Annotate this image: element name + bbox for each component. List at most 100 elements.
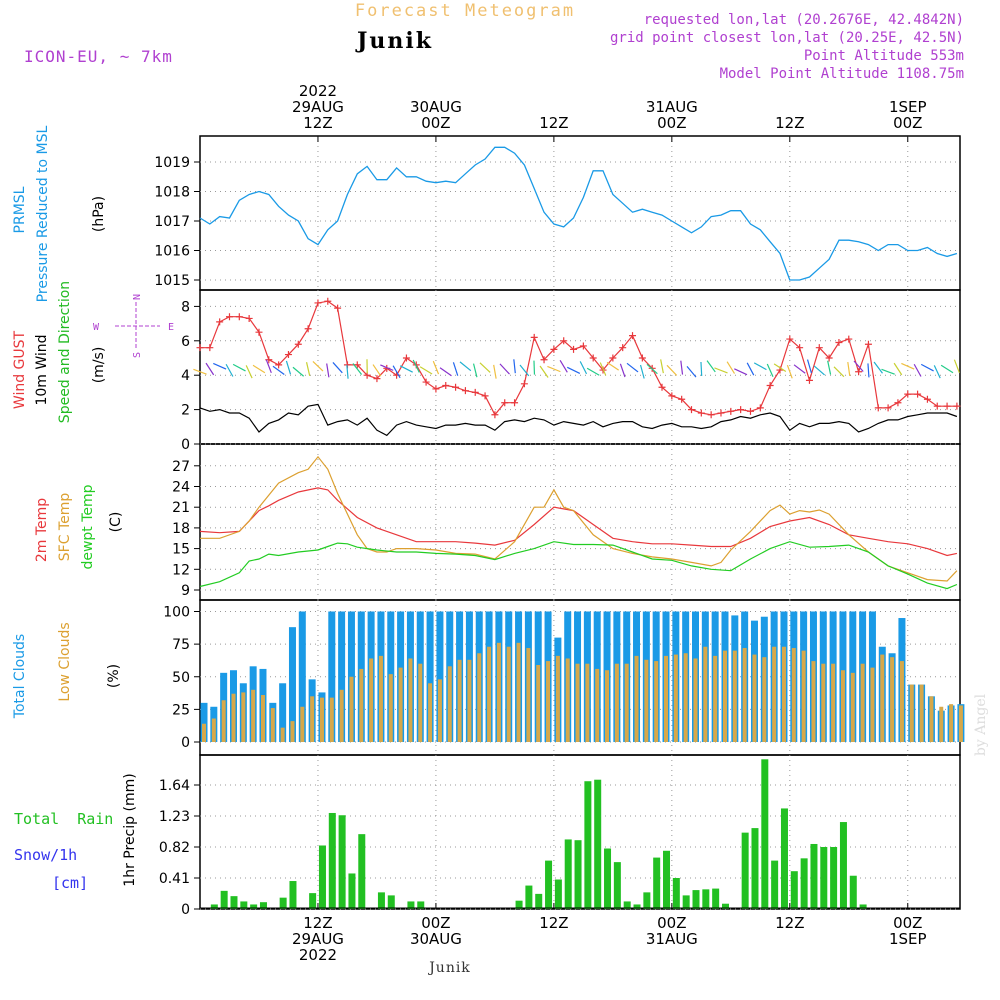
wind-direction-arrow [559, 359, 568, 373]
gust-point [530, 333, 538, 341]
wind-direction-arrow [619, 363, 626, 378]
requested-coords: requested lon,lat (20.2676E, 42.4842N) [644, 12, 964, 28]
gust-point [579, 342, 587, 350]
low-cloud-bar [899, 661, 904, 742]
top-time-label: 00Z [893, 114, 922, 132]
wind-direction-arrow [953, 359, 960, 374]
gust-point [629, 332, 637, 340]
gust-point [245, 314, 253, 322]
gust-point [943, 402, 951, 410]
precip-ytick-label: 0 [181, 902, 190, 918]
wind-direction-arrow [352, 363, 363, 375]
temp2m-line [199, 487, 958, 557]
precip-bar [820, 847, 828, 909]
gust-point [638, 354, 646, 362]
gust-point [353, 361, 361, 369]
precip-bar [849, 875, 857, 909]
wind-direction-arrow [626, 362, 639, 373]
pressure-ytick-label: 1016 [154, 244, 190, 260]
wind-direction-arrow [827, 360, 832, 375]
low-cloud-bar [369, 658, 374, 742]
low-cloud-bar [909, 684, 914, 742]
wind-direction-arrow [332, 362, 343, 374]
precip-bar [761, 759, 769, 909]
gust-point [619, 344, 627, 352]
low-cloud-bar [811, 661, 816, 742]
total-cloud-bar [200, 702, 208, 742]
low-cloud-bar [329, 697, 334, 742]
precip-bar [672, 878, 680, 909]
wind-direction-arrow [372, 364, 382, 377]
low-cloud-bar [742, 648, 747, 742]
low-cloud-bar [831, 663, 836, 742]
wind-direction-arrow [225, 363, 234, 377]
gust-point [796, 344, 804, 352]
data-marks [193, 146, 965, 909]
precip-bar [682, 895, 690, 909]
low-cloud-bar [673, 654, 678, 742]
low-cloud-bar [270, 708, 275, 742]
precip-bar [574, 840, 582, 909]
temperature-ytick-label: 15 [172, 542, 190, 558]
pressure-line [199, 146, 958, 281]
precip-bar [387, 895, 395, 909]
point-altitude: Point Altitude 553m [804, 48, 964, 64]
top-time-label: 12Z [539, 114, 568, 132]
wind-direction-arrow [901, 362, 915, 370]
wind-direction-arrow [399, 365, 413, 373]
gust-point [874, 404, 882, 412]
precip-bar [407, 901, 415, 909]
temperature-ytick-label: 18 [172, 521, 190, 537]
total-cloud-bar [338, 611, 346, 742]
wind-direction-arrow [873, 361, 883, 374]
precip-bar [702, 889, 710, 909]
gust-point [668, 392, 676, 400]
cloud-unit: (%) [106, 664, 122, 688]
compass-rose: W E N S [93, 294, 174, 358]
wind-ytick-label: 6 [181, 334, 190, 350]
wind-direction-arrow [193, 368, 207, 375]
wind-direction-arrow [459, 361, 472, 372]
total-cloud-label: Total Clouds [12, 634, 28, 719]
wind-gust-label: Wind GUST [12, 330, 28, 409]
wind-direction-arrow [726, 361, 736, 374]
wind-direction-arrow [700, 361, 703, 377]
wind-direction-arrow [392, 365, 401, 379]
wind-direction-arrow [660, 359, 664, 374]
low-cloud-bar [772, 646, 777, 742]
gust-point [737, 406, 745, 414]
low-cloud-bar [565, 658, 570, 742]
low-cloud-bar [418, 663, 423, 742]
wind-direction-arrow [539, 365, 549, 378]
wind-direction-arrow [773, 363, 787, 372]
low-cloud-bar [378, 655, 383, 742]
precip-bar [859, 904, 867, 909]
gust-point [953, 402, 961, 410]
gust-point [658, 383, 666, 391]
wind-direction-arrow [412, 359, 420, 373]
precip-bar [525, 885, 533, 909]
gust-point [481, 392, 489, 400]
gust-point [422, 378, 430, 386]
gust-line [200, 300, 957, 416]
gust-point [255, 328, 263, 336]
gust-point [845, 335, 853, 343]
pressure-ytick-label: 1015 [154, 273, 190, 289]
low-cloud-bar [487, 646, 492, 742]
clouds-ytick-label: 100 [163, 605, 190, 621]
low-cloud-bar [467, 659, 472, 742]
low-cloud-bar [447, 666, 452, 742]
low-cloud-bar [536, 665, 541, 742]
wind10m-line [199, 403, 958, 437]
wind-panel-labels: Wind GUST 10m Wind Speed and Direction (… [12, 281, 174, 423]
gust-point [225, 313, 233, 321]
temperature-ytick-label: 27 [172, 459, 190, 475]
wind-direction-arrow [213, 362, 227, 370]
wind-direction-arrow [893, 362, 903, 376]
gust-point [697, 409, 705, 417]
low-cloud-bar [339, 689, 344, 742]
low-cloud-bar [280, 727, 285, 742]
wind-ytick-label: 0 [181, 437, 190, 453]
wind-direction-arrow [606, 361, 619, 371]
compass-e: E [168, 322, 174, 333]
